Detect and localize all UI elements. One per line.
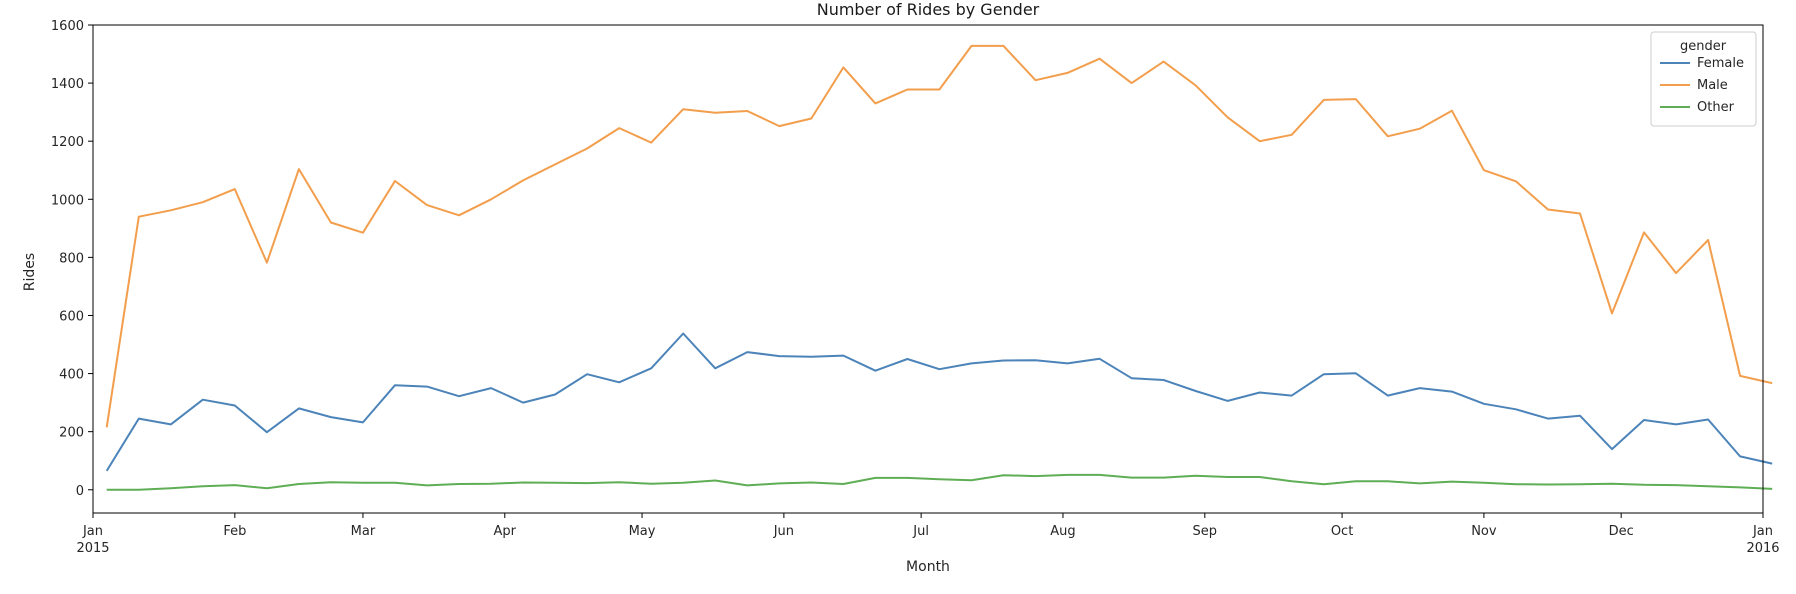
legend-label-female: Female <box>1697 56 1744 71</box>
x-tick-label: May <box>629 524 656 539</box>
x-tick-label: Feb <box>223 524 246 539</box>
y-axis: 0 200 400 600 800 1000 1200 1400 1600 <box>51 19 93 499</box>
y-tick-label: 1200 <box>51 135 84 150</box>
x-tick-label: Jan <box>1752 524 1773 539</box>
y-tick-label: 600 <box>59 309 84 324</box>
x-tick-label: Aug <box>1050 524 1075 539</box>
x-tick-label: Nov <box>1471 524 1497 539</box>
series-line-other <box>106 473 1773 491</box>
x-tick-label: Sep <box>1193 524 1218 539</box>
x-tick-label: Oct <box>1331 524 1353 539</box>
x-axis: Jan 2015 Feb Mar Apr May Jun Jul Aug Sep Oct Nov Dec… <box>76 513 1780 556</box>
x-tick-label: Jan <box>82 524 103 539</box>
plot-area-frame <box>92 24 1764 514</box>
legend-box <box>1650 31 1757 127</box>
legend-label-male: Male <box>1697 78 1728 93</box>
y-tick-label: 0 <box>76 484 84 499</box>
y-tick-label: 1400 <box>51 77 84 92</box>
y-axis-title: Rides <box>22 253 38 291</box>
y-tick-label: 1600 <box>51 19 84 34</box>
x-tick-label: Mar <box>351 524 376 539</box>
x-tick-label: Dec <box>1609 524 1634 539</box>
x-tick-year-label: 2016 <box>1746 541 1779 556</box>
x-axis-title: Month <box>906 559 950 575</box>
y-tick-label: 200 <box>59 426 84 441</box>
x-tick-label: Jul <box>912 524 929 539</box>
y-tick-label: 400 <box>59 368 84 383</box>
legend-title: gender <box>1680 39 1727 54</box>
legend-label-other: Other <box>1697 100 1735 115</box>
legend-items: Female Male Other <box>1660 56 1744 115</box>
series-lines <box>105 44 1773 491</box>
y-tick-label: 1000 <box>51 193 84 208</box>
legend: gender Female Male Other <box>1650 31 1757 127</box>
x-tick-label: Apr <box>494 524 517 539</box>
y-tick-label: 800 <box>59 251 84 266</box>
series-line-female <box>105 332 1773 472</box>
chart-title: Number of Rides by Gender <box>817 0 1040 19</box>
series-line-male <box>105 44 1773 428</box>
x-tick-year-label: 2015 <box>76 541 109 556</box>
x-tick-label: Jun <box>773 524 794 539</box>
